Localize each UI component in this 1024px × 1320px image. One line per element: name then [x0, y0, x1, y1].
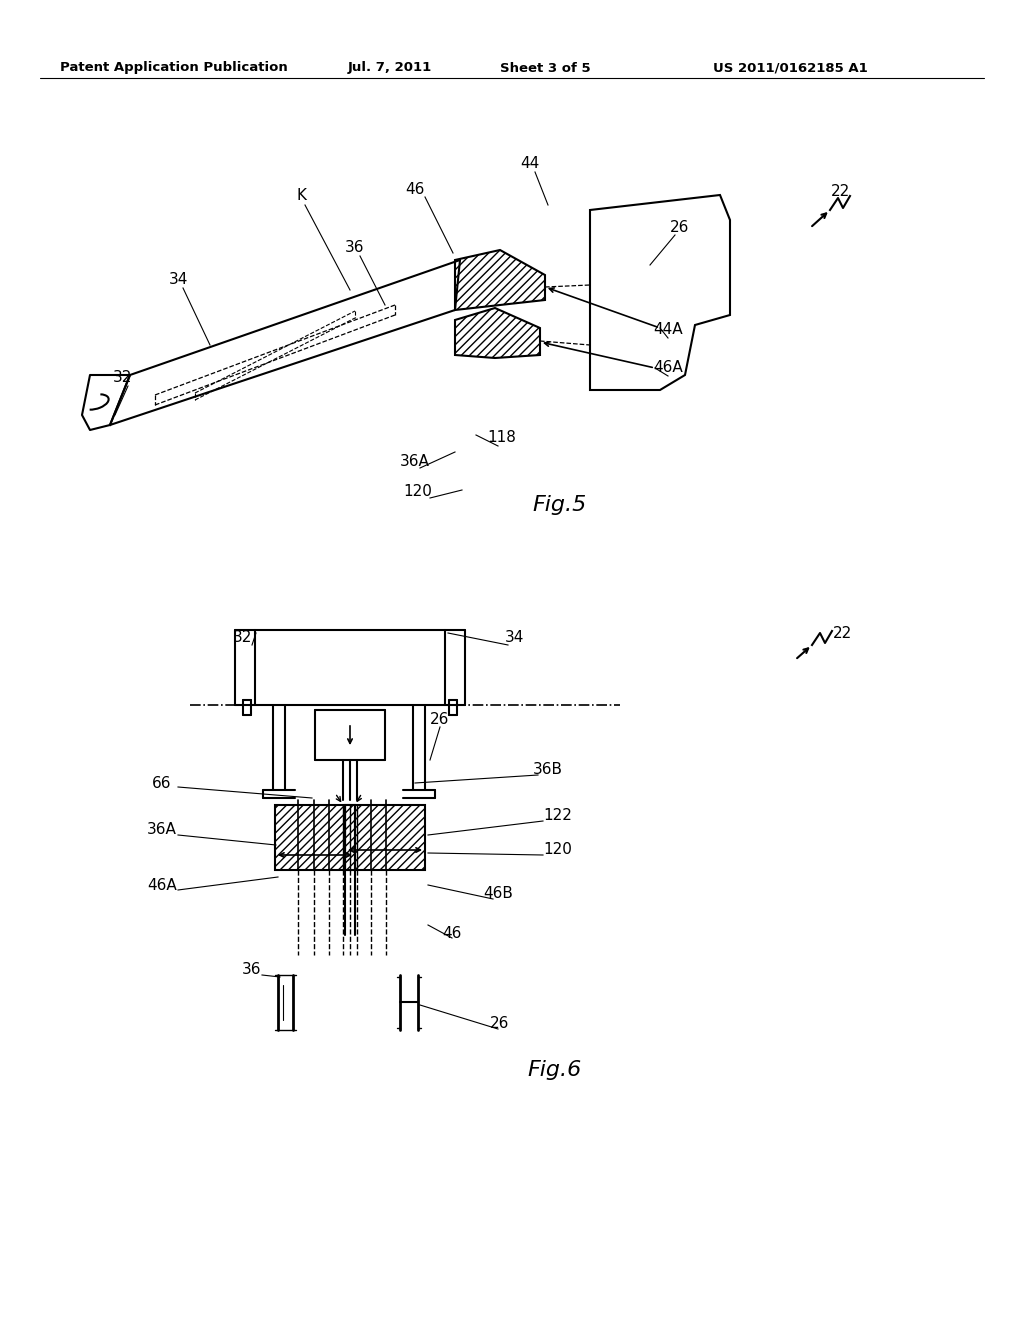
Text: 26: 26	[430, 713, 450, 727]
Text: 120: 120	[403, 484, 432, 499]
Text: 44A: 44A	[653, 322, 683, 338]
Text: 22: 22	[830, 185, 850, 199]
Text: 36A: 36A	[400, 454, 430, 470]
Text: 46A: 46A	[653, 360, 683, 375]
Text: 44: 44	[520, 156, 540, 170]
Text: 66: 66	[153, 776, 172, 791]
Text: Patent Application Publication: Patent Application Publication	[60, 62, 288, 74]
Text: 32: 32	[233, 630, 253, 644]
Text: K: K	[297, 187, 307, 202]
Text: 118: 118	[487, 430, 516, 446]
Text: 120: 120	[544, 842, 572, 858]
Text: 34: 34	[168, 272, 187, 288]
Text: Jul. 7, 2011: Jul. 7, 2011	[348, 62, 432, 74]
Text: 36B: 36B	[534, 763, 563, 777]
Text: Fig.5: Fig.5	[532, 495, 587, 515]
Text: 36: 36	[243, 962, 262, 978]
Text: Sheet 3 of 5: Sheet 3 of 5	[500, 62, 590, 74]
Text: 34: 34	[505, 630, 524, 644]
Text: 46: 46	[442, 925, 462, 940]
Polygon shape	[455, 249, 545, 310]
Bar	[345, 805, 425, 870]
Text: 32: 32	[113, 371, 132, 385]
Text: 46A: 46A	[147, 878, 177, 892]
Text: 122: 122	[544, 808, 572, 822]
Text: 46: 46	[406, 182, 425, 198]
Bar	[275, 805, 355, 870]
Text: Fig.6: Fig.6	[528, 1060, 582, 1080]
Polygon shape	[455, 308, 540, 358]
Text: 26: 26	[490, 1015, 510, 1031]
Text: 26: 26	[671, 220, 690, 235]
Text: 36: 36	[345, 240, 365, 256]
Text: 36A: 36A	[147, 822, 177, 837]
Text: 46B: 46B	[483, 886, 513, 900]
Text: 22: 22	[833, 626, 852, 640]
Text: US 2011/0162185 A1: US 2011/0162185 A1	[713, 62, 867, 74]
